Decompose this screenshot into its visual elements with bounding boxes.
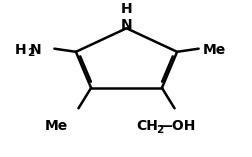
Text: —OH: —OH — [158, 119, 195, 133]
Text: N: N — [120, 18, 132, 32]
Text: CH: CH — [136, 119, 158, 133]
Text: Me: Me — [202, 43, 225, 57]
Text: N: N — [30, 43, 41, 57]
Text: H: H — [15, 43, 27, 57]
Text: Me: Me — [44, 119, 67, 133]
Text: H: H — [120, 2, 132, 16]
Text: 2: 2 — [27, 48, 34, 58]
Text: 2: 2 — [155, 125, 163, 135]
